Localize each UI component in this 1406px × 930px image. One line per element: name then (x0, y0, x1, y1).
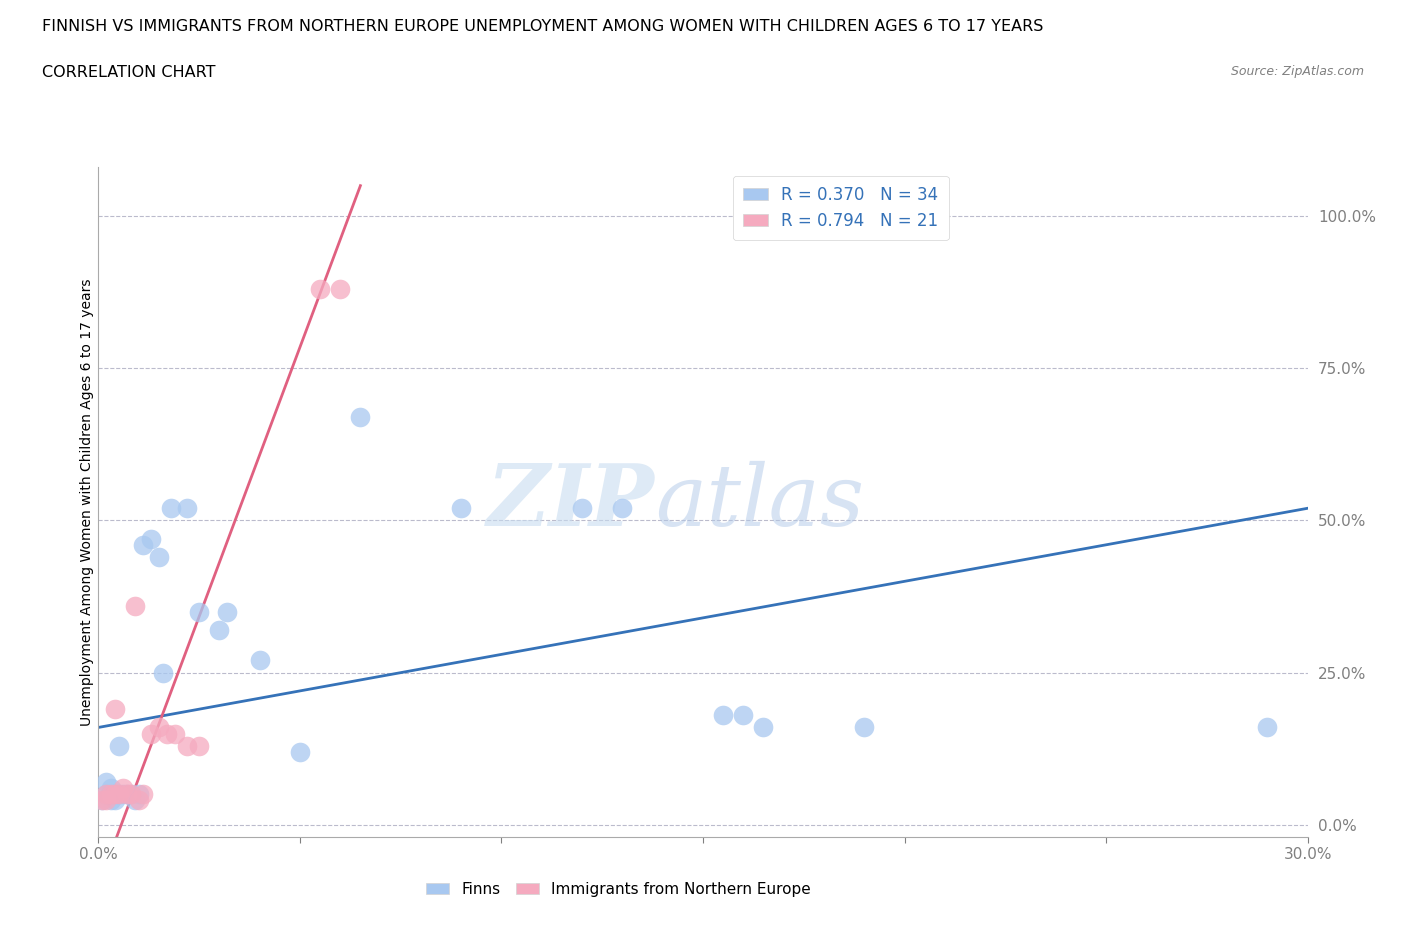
Point (132, 538, 155, 552)
Point (853, 720, 876, 735)
Point (103, 702, 125, 717)
Point (139, 726, 162, 741)
Point (288, 744, 311, 759)
Point (148, 720, 170, 735)
Point (188, 604, 211, 619)
Point (124, 793, 146, 808)
Point (450, 501, 472, 516)
Point (176, 501, 198, 516)
Point (111, 787, 134, 802)
Point (188, 738, 211, 753)
Text: Source: ZipAtlas.com: Source: ZipAtlas.com (1230, 65, 1364, 78)
Point (111, 781, 134, 796)
Point (100, 793, 122, 808)
Point (100, 787, 122, 802)
Point (612, 501, 634, 516)
Point (120, 787, 142, 802)
Point (128, 787, 150, 802)
Point (148, 550, 170, 565)
Point (733, 708, 755, 723)
Point (176, 738, 198, 753)
Legend: Finns, Immigrants from Northern Europe: Finns, Immigrants from Northern Europe (420, 876, 817, 903)
Point (139, 531, 162, 546)
Point (249, 653, 271, 668)
Point (711, 708, 734, 723)
Point (160, 501, 183, 516)
Point (91, 793, 114, 808)
Point (124, 598, 146, 613)
Point (91, 793, 114, 808)
Point (107, 787, 129, 802)
Point (208, 622, 231, 637)
Point (752, 720, 775, 735)
Point (152, 665, 174, 680)
Point (120, 787, 142, 802)
Point (1256, 720, 1278, 735)
Point (128, 793, 150, 808)
Point (100, 781, 122, 796)
Text: ZIP: ZIP (486, 460, 655, 544)
Y-axis label: Unemployment Among Women with Children Ages 6 to 17 years: Unemployment Among Women with Children A… (80, 278, 94, 726)
Point (103, 787, 125, 802)
Text: atlas: atlas (655, 461, 863, 543)
Point (103, 793, 125, 808)
Point (217, 604, 239, 619)
Point (132, 787, 155, 802)
Point (156, 726, 179, 741)
Point (349, 409, 371, 424)
Point (329, 282, 352, 297)
Point (103, 787, 125, 802)
Point (96, 775, 118, 790)
Point (96, 787, 118, 802)
Text: FINNISH VS IMMIGRANTS FROM NORTHERN EUROPE UNEMPLOYMENT AMONG WOMEN WITH CHILDRE: FINNISH VS IMMIGRANTS FROM NORTHERN EURO… (42, 19, 1043, 33)
Point (115, 787, 138, 802)
Point (571, 501, 593, 516)
Point (115, 787, 138, 802)
Text: CORRELATION CHART: CORRELATION CHART (42, 65, 215, 80)
Point (107, 738, 129, 753)
Point (107, 787, 129, 802)
Point (163, 726, 186, 741)
Point (96, 793, 118, 808)
Point (309, 282, 332, 297)
Point (96, 787, 118, 802)
